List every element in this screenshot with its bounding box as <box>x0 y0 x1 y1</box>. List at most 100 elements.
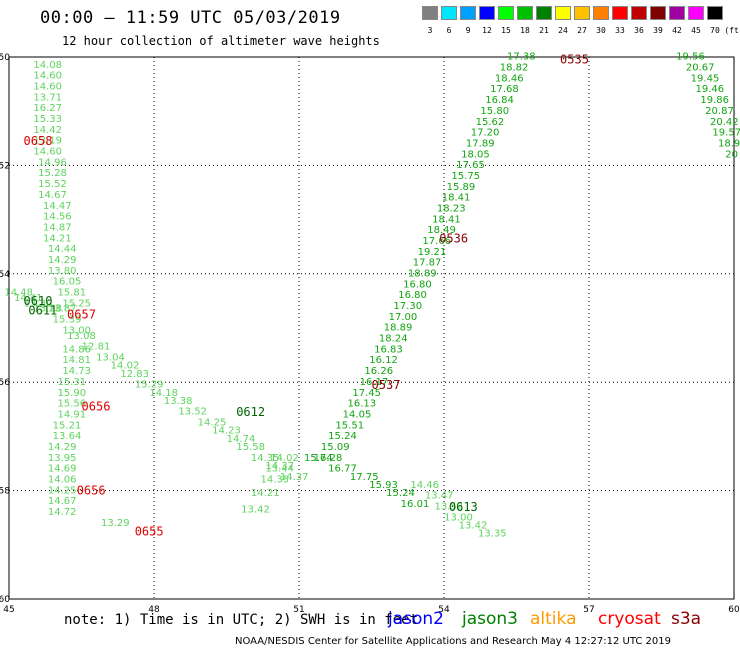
wave-height-label: 13.42 <box>241 504 270 515</box>
wave-height-label: 13.71 <box>33 92 62 103</box>
wave-height-label: 14.48 <box>4 287 33 298</box>
wave-height-label: 13.04 <box>96 353 125 364</box>
wave-height-label: 16.77 <box>328 464 357 475</box>
wave-height-label: 14.05 <box>343 409 372 420</box>
wave-height-label: 12.81 <box>82 342 111 353</box>
legend-swatch <box>688 6 704 20</box>
legend-label: 18 <box>520 26 530 35</box>
wave-height-label: 18.89 <box>408 269 437 280</box>
legend-swatch <box>555 6 571 20</box>
wave-height-label: 16.83 <box>374 344 403 355</box>
chart-subtitle: 12 hour collection of altimeter wave hei… <box>62 34 380 48</box>
pass-time-label: 0612 <box>236 405 265 419</box>
y-tick-label: -52 <box>0 161 10 171</box>
pass-time-label: 0656 <box>77 484 106 498</box>
wave-height-label: 14.35 <box>251 453 280 464</box>
wave-height-label: 18.89 <box>384 323 413 334</box>
wave-height-label: 19.86 <box>700 95 729 106</box>
wave-height-label: 15.90 <box>58 388 87 399</box>
x-tick-label: 48 <box>148 605 160 615</box>
wave-height-label: 16.01 <box>401 499 430 510</box>
wave-height-label: 13.44 <box>265 464 294 475</box>
wave-height-label: 14.25 <box>48 485 77 496</box>
wave-height-label: 15.80 <box>480 106 509 117</box>
wave-height-label: 15.81 <box>58 287 87 298</box>
wave-height-label: 13.35 <box>478 529 507 540</box>
pass-time-label: 0657 <box>67 307 96 321</box>
x-tick-label: 45 <box>3 605 14 615</box>
legend-swatch <box>498 6 514 20</box>
mission-label-jason3: jason3 <box>462 609 518 629</box>
wave-height-label: 16.17 <box>360 377 389 388</box>
pass-time-label: 0537 <box>372 378 401 392</box>
legend-label: 33 <box>615 26 625 35</box>
wave-height-label: 17.65 <box>456 160 485 171</box>
wave-height-label: 15.56 <box>58 399 87 410</box>
legend-label: 12 <box>482 26 492 35</box>
wave-height-label: 15.58 <box>236 442 265 453</box>
wave-height-label: 14.47 <box>43 201 72 212</box>
wave-height-label: 20.87 <box>705 106 734 117</box>
legend-label: 39 <box>653 26 663 35</box>
wave-height-label: 13.29 <box>101 518 130 529</box>
wave-height-label: 18.23 <box>437 203 466 214</box>
wave-height-label: 15.25 <box>62 298 91 309</box>
wave-height-label: 16.27 <box>33 103 62 114</box>
legend-swatch <box>574 6 590 20</box>
x-tick-label: 54 <box>438 605 450 615</box>
wave-height-label: 17.75 <box>350 472 379 483</box>
legend-swatch <box>707 6 723 20</box>
wave-height-label: 15.89 <box>447 182 476 193</box>
legend-swatch <box>631 6 647 20</box>
wave-height-label: 13.64 <box>53 431 82 442</box>
legend-label: 6 <box>446 26 452 35</box>
wave-height-label: 14.56 <box>43 212 72 223</box>
x-tick-label: 51 <box>293 605 304 615</box>
wave-height-label: 12.83 <box>120 369 149 380</box>
wave-height-label: 15.93 <box>369 480 398 491</box>
wave-height-label: 15.75 <box>451 171 480 182</box>
mission-label-cryosat: cryosat <box>598 609 661 629</box>
wave-height-label: 14.23 <box>212 426 241 437</box>
wave-height-label: 18.49 <box>427 225 456 236</box>
y-tick-label: -50 <box>0 53 10 63</box>
x-tick-label: 60 <box>728 605 740 615</box>
wave-height-label: 15.74 <box>304 453 333 464</box>
wave-height-label: 19.46 <box>696 84 725 95</box>
wave-height-label: 14.81 <box>62 355 91 366</box>
pass-time-label: 0610 <box>24 294 53 308</box>
credit-line: NOAA/NESDIS Center for Satellite Applica… <box>235 636 671 647</box>
legend-label: 30 <box>596 26 606 35</box>
wave-height-label: 16.12 <box>369 355 398 366</box>
pass-time-label: 0613 <box>449 500 478 514</box>
pass-time-label: 0535 <box>560 53 589 67</box>
wave-height-label: 15.31 <box>58 377 87 388</box>
wave-height-label: 16.80 <box>403 279 432 290</box>
wave-height-label: 14.29 <box>48 442 77 453</box>
y-tick-label: -56 <box>0 378 10 388</box>
wave-height-label: 17.20 <box>471 128 500 139</box>
legend-swatch <box>460 6 476 20</box>
wave-height-label: 20.42 <box>710 117 739 128</box>
wave-height-label: 15.29 <box>135 380 164 391</box>
legend-label: 24 <box>558 26 568 35</box>
wave-height-label: 15.24 <box>328 431 357 442</box>
wave-height-label: 14.08 <box>33 60 62 71</box>
legend-swatch <box>612 6 628 20</box>
wave-height-label: 17.38 <box>507 52 536 63</box>
wave-height-label: 13.30 <box>24 298 53 309</box>
wave-height-label: 13.95 <box>48 453 77 464</box>
legend-label: 21 <box>539 26 549 35</box>
legend-swatch <box>669 6 685 20</box>
y-tick-label: -58 <box>0 487 10 497</box>
wave-height-label: 17.00 <box>389 312 418 323</box>
wave-height-label: 14.29 <box>48 255 77 266</box>
wave-height-label: 16.05 <box>53 277 82 288</box>
wave-height-label: 16.84 <box>485 95 514 106</box>
wave-height-label: 18.46 <box>495 73 524 84</box>
wave-height-label: 14.37 <box>265 461 294 472</box>
wave-height-label: 15.09 <box>321 442 350 453</box>
legend-swatch <box>536 6 552 20</box>
legend-label: 27 <box>577 26 587 35</box>
